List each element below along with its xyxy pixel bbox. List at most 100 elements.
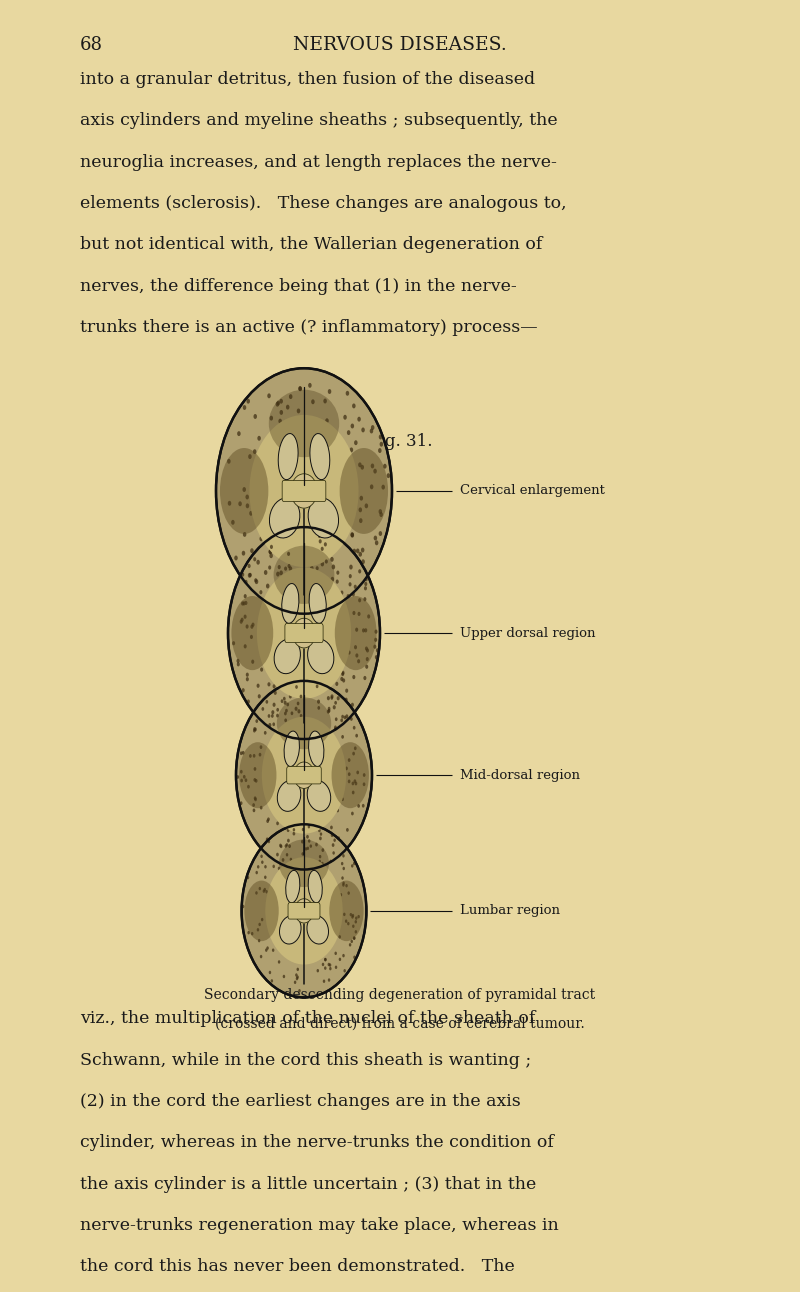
Ellipse shape <box>324 966 326 970</box>
Ellipse shape <box>328 978 330 982</box>
Ellipse shape <box>349 583 351 587</box>
Ellipse shape <box>240 620 242 624</box>
Ellipse shape <box>348 779 350 783</box>
Ellipse shape <box>228 527 380 739</box>
Ellipse shape <box>246 677 249 681</box>
Ellipse shape <box>358 552 362 557</box>
Ellipse shape <box>383 464 386 469</box>
Ellipse shape <box>283 696 286 700</box>
Ellipse shape <box>354 930 357 934</box>
Ellipse shape <box>264 876 266 879</box>
Ellipse shape <box>294 587 298 592</box>
Ellipse shape <box>297 968 299 972</box>
Ellipse shape <box>270 497 300 537</box>
Ellipse shape <box>365 664 368 669</box>
Ellipse shape <box>309 584 326 623</box>
Ellipse shape <box>249 755 252 758</box>
Ellipse shape <box>242 406 246 410</box>
Ellipse shape <box>330 557 334 562</box>
Ellipse shape <box>362 428 365 433</box>
Ellipse shape <box>273 685 276 689</box>
Ellipse shape <box>289 566 292 571</box>
Ellipse shape <box>234 556 238 561</box>
Ellipse shape <box>307 780 330 811</box>
Ellipse shape <box>342 953 345 957</box>
Ellipse shape <box>279 844 282 848</box>
Ellipse shape <box>350 447 353 452</box>
Ellipse shape <box>258 753 262 757</box>
Ellipse shape <box>379 512 383 517</box>
Ellipse shape <box>357 659 360 663</box>
Ellipse shape <box>340 590 343 594</box>
Ellipse shape <box>358 417 361 421</box>
Ellipse shape <box>244 645 246 649</box>
Ellipse shape <box>279 840 329 888</box>
Ellipse shape <box>242 751 245 755</box>
Ellipse shape <box>308 497 338 537</box>
Ellipse shape <box>351 782 354 786</box>
Text: neuroglia increases, and at length replaces the nerve-: neuroglia increases, and at length repla… <box>80 154 557 171</box>
Ellipse shape <box>321 562 324 566</box>
Ellipse shape <box>236 681 372 870</box>
Ellipse shape <box>358 915 360 919</box>
Ellipse shape <box>354 782 358 786</box>
Ellipse shape <box>327 696 330 700</box>
Ellipse shape <box>325 559 328 563</box>
Ellipse shape <box>319 836 322 840</box>
Ellipse shape <box>340 677 343 681</box>
Ellipse shape <box>358 598 361 602</box>
Ellipse shape <box>352 925 354 928</box>
Ellipse shape <box>240 770 242 774</box>
Ellipse shape <box>266 700 268 704</box>
Ellipse shape <box>353 937 355 941</box>
Ellipse shape <box>358 463 362 468</box>
Ellipse shape <box>330 826 333 829</box>
Ellipse shape <box>346 828 349 832</box>
Ellipse shape <box>310 434 330 479</box>
Ellipse shape <box>341 797 344 801</box>
Ellipse shape <box>245 881 278 941</box>
Ellipse shape <box>240 801 242 805</box>
Ellipse shape <box>274 545 334 603</box>
Text: 68: 68 <box>80 36 103 54</box>
Ellipse shape <box>311 581 314 587</box>
Ellipse shape <box>336 809 339 813</box>
Ellipse shape <box>237 432 241 437</box>
Ellipse shape <box>316 685 318 689</box>
Ellipse shape <box>251 932 254 935</box>
Ellipse shape <box>326 419 329 424</box>
Ellipse shape <box>306 846 309 850</box>
Text: the cord this has never been demonstrated.   The: the cord this has never been demonstrate… <box>80 1258 514 1275</box>
Text: elements (sclerosis).   These changes are analogous to,: elements (sclerosis). These changes are … <box>80 195 566 212</box>
Ellipse shape <box>244 594 246 598</box>
Ellipse shape <box>285 709 288 712</box>
Ellipse shape <box>364 628 367 633</box>
Ellipse shape <box>237 659 239 663</box>
Ellipse shape <box>298 386 302 391</box>
Ellipse shape <box>284 566 287 571</box>
Ellipse shape <box>345 689 348 693</box>
Ellipse shape <box>298 386 302 391</box>
Ellipse shape <box>308 871 322 903</box>
Ellipse shape <box>290 858 292 862</box>
Ellipse shape <box>241 618 244 621</box>
Ellipse shape <box>276 822 279 826</box>
Ellipse shape <box>355 916 358 920</box>
Ellipse shape <box>311 399 314 404</box>
Ellipse shape <box>348 650 350 655</box>
Ellipse shape <box>238 501 242 506</box>
Ellipse shape <box>348 758 350 762</box>
Ellipse shape <box>335 682 338 686</box>
Ellipse shape <box>260 806 262 810</box>
Ellipse shape <box>362 628 365 633</box>
Ellipse shape <box>245 580 247 584</box>
Ellipse shape <box>308 382 312 388</box>
Ellipse shape <box>257 866 259 868</box>
Ellipse shape <box>352 791 354 795</box>
Ellipse shape <box>346 594 350 598</box>
Ellipse shape <box>318 539 322 544</box>
Ellipse shape <box>349 943 351 947</box>
Ellipse shape <box>354 779 356 783</box>
Ellipse shape <box>338 935 341 938</box>
Ellipse shape <box>290 859 293 863</box>
